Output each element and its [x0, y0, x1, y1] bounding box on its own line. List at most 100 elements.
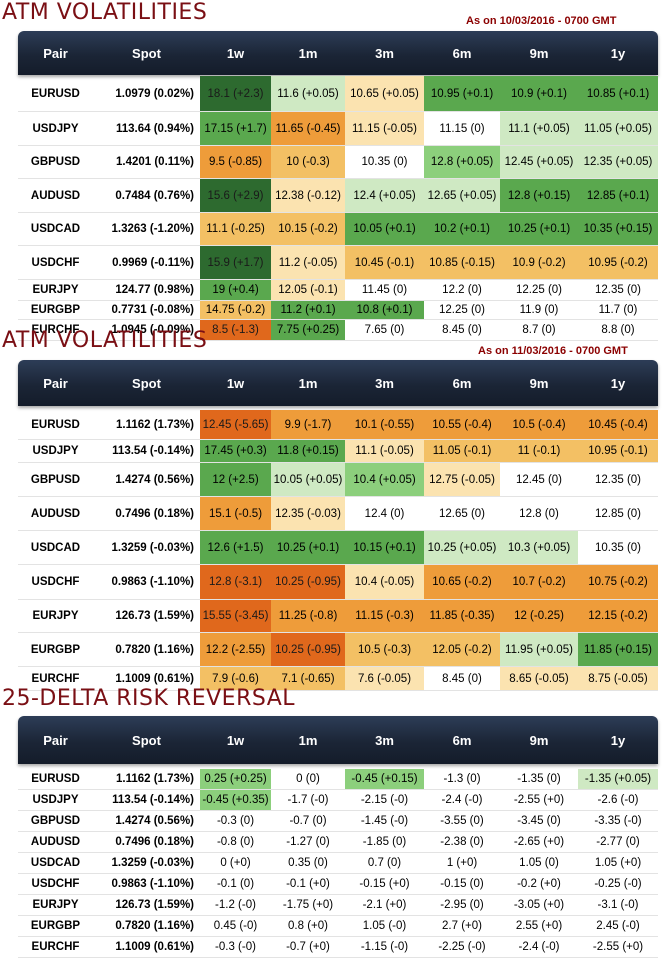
table-row: EURJPY 124.77 (0.98%) 19 (+0.4) 12.05 (-0.1… — [18, 280, 658, 301]
value-cell: 12.45 (+0.05) — [500, 146, 578, 178]
value-cell: -2.15 (-0) — [345, 790, 424, 810]
table-row: USDJPY 113.54 (-0.14%) 17.45 (+0.3) 11.8 (+… — [18, 440, 658, 463]
value-cell: 7.65 (0) — [345, 320, 424, 340]
spot-cell: 113.54 (-0.14%) — [112, 794, 194, 806]
value-cell: 8.45 (0) — [424, 320, 500, 340]
pair-cell: AUDUSD — [30, 507, 81, 520]
table-row: AUDUSD 0.7496 (0.18%) -0.8 (0) -1.27 (0) -1.… — [18, 832, 658, 853]
value-cell: 17.45 (+0.3) — [200, 440, 271, 462]
column-header: 6m — [452, 45, 472, 61]
value-cell: -2.65 (+0) — [500, 832, 578, 852]
value-cell: 10.3 (+0.05) — [500, 531, 578, 564]
table-row: USDCHF 0.9863 (-1.10%) -0.1 (0) -0.1 (+0) -0… — [18, 874, 658, 895]
value-cell: 1.05 (+0) — [578, 853, 658, 873]
value-cell: 10.5 (-0.4) — [500, 410, 578, 439]
value-cell: -3.1 (-0) — [578, 895, 658, 915]
column-header: Spot — [132, 45, 161, 61]
column-header: 3m — [375, 45, 394, 61]
value-cell: 11 (-0.1) — [500, 440, 578, 462]
value-cell: -0.25 (-0) — [578, 874, 658, 894]
value-cell: -0.1 (0) — [200, 874, 271, 894]
column-header: 1y — [610, 375, 626, 391]
value-cell: -2.38 (0) — [424, 832, 500, 852]
column-header: Pair — [43, 732, 68, 748]
value-cell: 7.6 (-0.05) — [345, 667, 424, 690]
value-cell: 7.75 (+0.25) — [271, 320, 345, 340]
value-cell: 10.35 (+0.15) — [578, 213, 658, 245]
column-header: Spot — [132, 375, 161, 391]
value-cell: 12.4 (+0.05) — [345, 179, 424, 212]
pair-cell: EURUSD — [31, 418, 80, 431]
value-cell: -0.1 (+0) — [271, 874, 345, 894]
value-cell: 1.05 (-0) — [345, 916, 424, 936]
value-cell: -3.55 (0) — [424, 811, 500, 831]
value-cell: 12.35 (0) — [578, 280, 658, 300]
table-row: AUDUSD 0.7496 (0.18%) 15.1 (-0.5) 12.35 (-0… — [18, 497, 658, 531]
value-cell: -3.05 (+0) — [500, 895, 578, 915]
table-row: GBPUSD 1.4274 (0.56%) 12 (+2.5) 10.05 (+0.0… — [18, 463, 658, 497]
table-row: USDCHF 0.9969 (-0.11%) 15.9 (+1.7) 11.2 (-0… — [18, 246, 658, 280]
table-row: EURCHF 1.0945 (-0.09%) 8.5 (-1.3) 7.75 (+0.… — [18, 320, 658, 341]
value-cell: -0.7 (0) — [271, 811, 345, 831]
column-header: 6m — [452, 375, 472, 391]
value-cell: -2.1 (+0) — [345, 895, 424, 915]
value-cell: 12.85 (0) — [578, 497, 658, 530]
value-cell: 0 (0) — [271, 769, 345, 789]
value-cell: 11.2 (-0.05) — [271, 246, 345, 279]
value-cell: 8.7 (0) — [500, 320, 578, 340]
table-title: 25-DELTA RISK REVERSAL — [2, 686, 296, 711]
value-cell: 12.8 (0) — [500, 497, 578, 530]
value-cell: 10.85 (-0.15) — [424, 246, 500, 279]
value-cell: 9.5 (-0.85) — [200, 146, 271, 178]
spot-cell: 1.3263 (-1.20%) — [111, 223, 194, 235]
pair-cell: EURJPY — [32, 284, 79, 296]
table-row: EURUSD 1.1162 (1.73%) 12.45 (-5.65) 9.9 (-1… — [18, 410, 658, 440]
table-row: USDJPY 113.64 (0.94%) 17.15 (+1.7) 11.65 (-… — [18, 112, 658, 146]
pair-cell: GBPUSD — [30, 473, 81, 486]
column-header: Pair — [43, 375, 68, 391]
value-cell: -0.15 (0) — [424, 874, 500, 894]
value-cell: -0.3 (0) — [200, 811, 271, 831]
value-cell: 10.25 (-0.95) — [271, 565, 345, 599]
column-header: 9m — [529, 375, 549, 391]
value-cell: -0.8 (0) — [200, 832, 271, 852]
pair-cell: GBPUSD — [30, 815, 81, 827]
value-cell: 10.45 (-0.4) — [578, 410, 658, 439]
spot-cell: 1.3259 (-0.03%) — [111, 857, 194, 869]
spot-cell: 113.54 (-0.14%) — [112, 445, 194, 457]
value-cell: -2.25 (-0) — [424, 937, 500, 957]
table-row: USDCAD 1.3263 (-1.20%) 11.1 (-0.25) 10.15 (… — [18, 213, 658, 246]
value-cell: 12.2 (0) — [424, 280, 500, 300]
pair-cell: EURGBP — [30, 920, 81, 932]
as-of-label: As on 11/03/2016 - 0700 GMT — [478, 345, 628, 357]
value-cell: 11.65 (-0.45) — [271, 112, 345, 145]
value-cell: -2.55 (+0) — [578, 937, 658, 957]
column-header: Pair — [43, 45, 68, 61]
value-cell: 7.1 (-0.65) — [271, 667, 345, 690]
pair-cell: EURUSD — [31, 87, 80, 100]
value-cell: 12 (-0.25) — [500, 600, 578, 632]
value-cell: 0.45 (-0) — [200, 916, 271, 936]
pair-cell: EURUSD — [31, 773, 80, 785]
column-header: 3m — [375, 375, 394, 391]
value-cell: 8.5 (-1.3) — [200, 320, 271, 340]
value-cell: -1.2 (-0) — [200, 895, 271, 915]
pair-cell: EURCHF — [31, 941, 80, 953]
value-cell: 10.15 (-0.2) — [271, 213, 345, 245]
spot-cell: 0.9863 (-1.10%) — [111, 576, 194, 588]
pair-cell: GBPUSD — [30, 156, 81, 168]
table-row: USDCAD 1.3259 (-0.03%) 0 (+0) 0.35 (0) 0.7 (… — [18, 853, 658, 874]
value-cell: -1.45 (-0) — [345, 811, 424, 831]
value-cell: 18.1 (+2.3) — [200, 76, 271, 111]
spot-cell: 126.73 (1.59%) — [115, 610, 194, 622]
pair-cell: USDCHF — [31, 576, 80, 588]
value-cell: 12.25 (0) — [424, 301, 500, 319]
value-cell: -0.7 (+0) — [271, 937, 345, 957]
value-cell: 15.55 (-3.45) — [200, 600, 271, 632]
value-cell: 12.75 (-0.05) — [424, 463, 500, 496]
value-cell: -2.4 (-0) — [500, 937, 578, 957]
value-cell: 11.2 (+0.1) — [271, 301, 345, 319]
pair-cell: USDJPY — [32, 122, 79, 135]
value-cell: 10.5 (-0.3) — [345, 633, 424, 666]
column-header: 3m — [375, 732, 394, 748]
